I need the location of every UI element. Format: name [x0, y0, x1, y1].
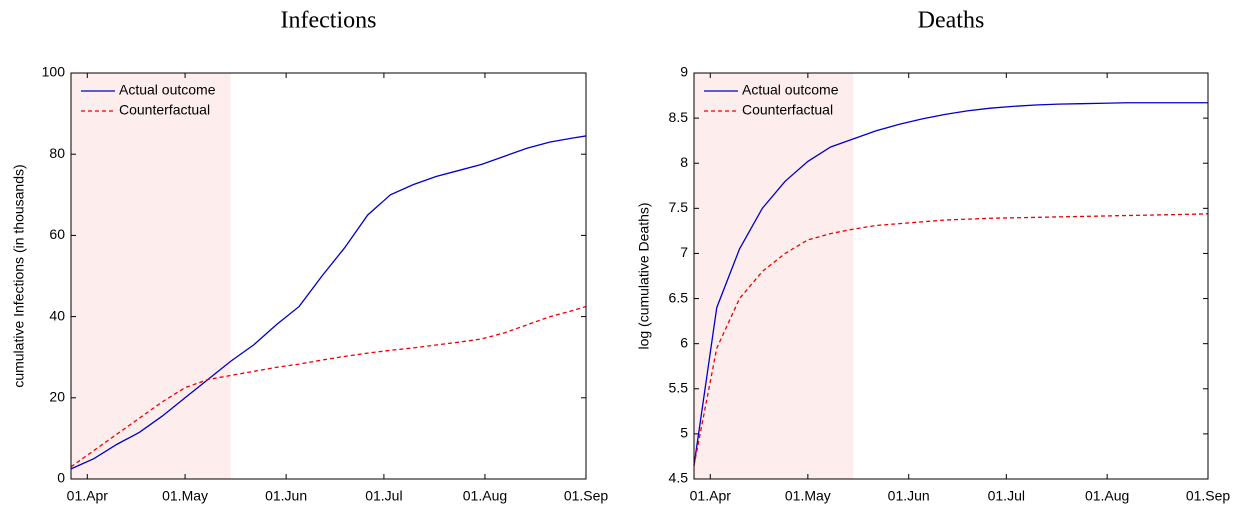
y-tick-label: 9	[680, 64, 688, 80]
series-line	[70, 305, 587, 468]
y-tick-label: 6	[680, 334, 688, 350]
x-tick-label: 01.May	[162, 488, 208, 504]
y-tick-label: 8.5	[669, 109, 689, 125]
x-tick-label: 01.Aug	[1085, 488, 1129, 504]
legend-label: Counterfactual	[119, 102, 210, 118]
y-tick-label: 40	[49, 307, 65, 323]
y-tick-label: 4.5	[669, 470, 689, 486]
shaded-region	[694, 73, 854, 479]
x-tick-label: 01.May	[785, 488, 831, 504]
legend-label: Actual outcome	[742, 82, 839, 98]
series-line	[693, 102, 1208, 466]
y-tick-label: 7.5	[669, 199, 689, 215]
x-tick-label: 01.Sep	[1186, 488, 1231, 504]
x-tick-label: 01.Sep	[564, 488, 609, 504]
shaded-region	[71, 73, 231, 479]
series-line	[693, 213, 1209, 466]
y-tick-label: 0	[57, 470, 65, 486]
x-tick-label: 01.Jul	[365, 488, 402, 504]
axes-box	[693, 72, 1209, 480]
y-tick-label: 60	[49, 226, 65, 242]
y-axis-label: cumulative Infections (in thousands)	[11, 164, 27, 387]
y-axis-label: log (cumulative Deaths)	[636, 202, 652, 349]
x-tick-label: 01.Aug	[463, 488, 507, 504]
y-tick-label: 20	[49, 389, 65, 405]
x-tick-label: 01.Jun	[888, 488, 930, 504]
chart-title: Infections	[281, 8, 377, 34]
x-tick-label: 01.Apr	[690, 488, 732, 504]
y-tick-label: 7	[680, 244, 688, 260]
x-tick-label: 01.Apr	[67, 488, 109, 504]
y-tick-label: 5.5	[669, 379, 689, 395]
y-tick-label: 6.5	[669, 289, 689, 305]
legend-label: Actual outcome	[119, 82, 216, 98]
x-tick-label: 01.Jun	[265, 488, 307, 504]
chart-title: Deaths	[918, 8, 985, 34]
x-tick-label: 01.Jul	[988, 488, 1025, 504]
series-line	[70, 135, 587, 470]
y-tick-label: 5	[680, 425, 688, 441]
y-tick-label: 8	[680, 154, 688, 170]
legend-label: Counterfactual	[742, 102, 833, 118]
y-tick-label: 100	[42, 64, 66, 80]
y-tick-label: 80	[49, 145, 65, 161]
axes-box	[70, 72, 587, 480]
